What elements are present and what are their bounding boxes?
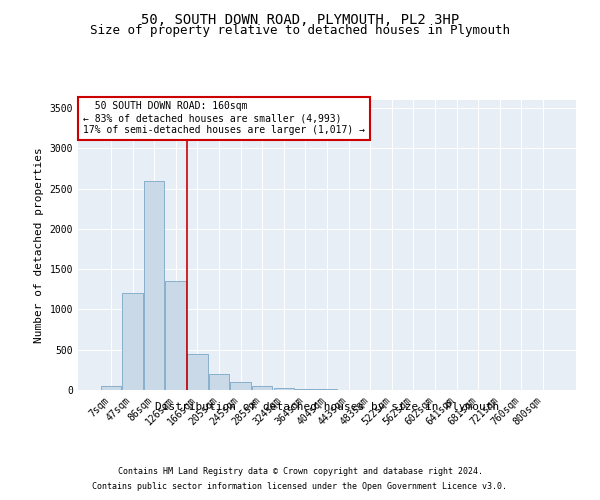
Bar	[122, 294, 143, 390]
Text: Contains public sector information licensed under the Open Government Licence v3: Contains public sector information licen…	[92, 482, 508, 491]
Text: 50 SOUTH DOWN ROAD: 160sqm
← 83% of detached houses are smaller (4,993)
17% of s: 50 SOUTH DOWN ROAD: 160sqm ← 83% of deta…	[83, 102, 365, 134]
Text: Distribution of detached houses by size in Plymouth: Distribution of detached houses by size …	[155, 402, 499, 412]
Bar	[274, 388, 294, 390]
Text: 50, SOUTH DOWN ROAD, PLYMOUTH, PL2 3HP: 50, SOUTH DOWN ROAD, PLYMOUTH, PL2 3HP	[141, 12, 459, 26]
Bar	[295, 389, 316, 390]
Bar	[166, 281, 186, 390]
Bar	[209, 374, 229, 390]
Y-axis label: Number of detached properties: Number of detached properties	[34, 147, 44, 343]
Bar	[230, 382, 251, 390]
Bar	[144, 180, 164, 390]
Text: Contains HM Land Registry data © Crown copyright and database right 2024.: Contains HM Land Registry data © Crown c…	[118, 467, 482, 476]
Bar	[252, 386, 272, 390]
Bar	[187, 354, 208, 390]
Text: Size of property relative to detached houses in Plymouth: Size of property relative to detached ho…	[90, 24, 510, 37]
Bar	[101, 386, 121, 390]
